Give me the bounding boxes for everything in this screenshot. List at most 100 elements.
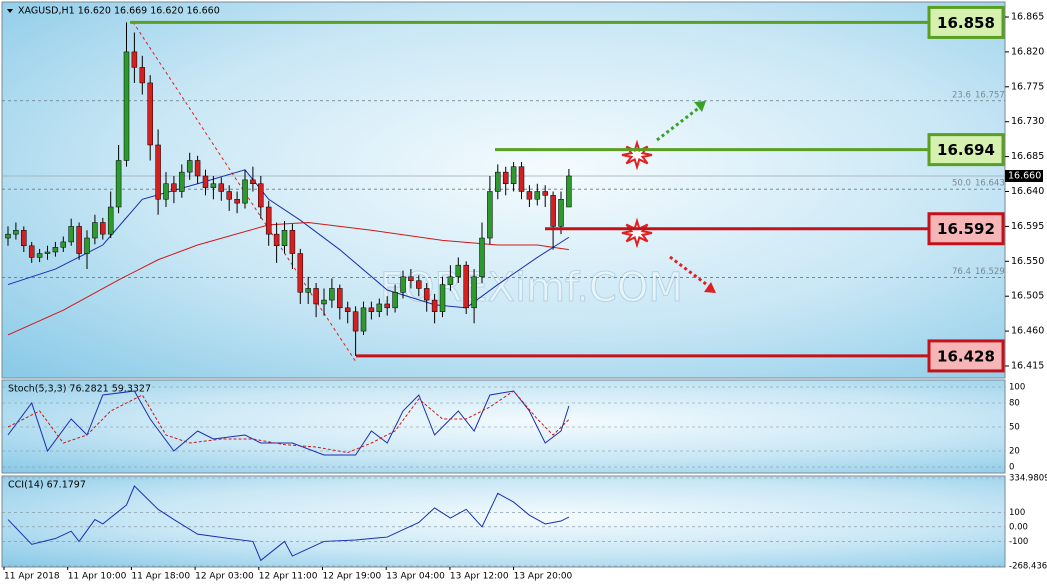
candle-body [92, 222, 98, 239]
candle-body [431, 299, 438, 312]
candle-body [495, 171, 501, 192]
x-tick-label: 11 Apr 18:00 [131, 572, 190, 582]
y-tick-label: 16.505 [1011, 291, 1044, 302]
candle-body [502, 171, 509, 184]
candle-body [289, 230, 296, 254]
x-tick-label: 12 Apr 19:00 [323, 572, 382, 582]
candle-body [558, 199, 564, 227]
x-tick-label: 11 Apr 2018 [4, 572, 60, 582]
burst-icon [621, 217, 653, 249]
x-tick-label: 12 Apr 11:00 [259, 572, 318, 582]
candle-body [234, 199, 240, 204]
y-tick-label: 16.595 [1011, 221, 1044, 232]
candle-body [186, 160, 193, 173]
candle-body [518, 166, 525, 192]
level-label: 16.694 [937, 141, 995, 159]
fib-value: 16.643 [975, 179, 1005, 189]
candle-body [171, 183, 177, 192]
candle-body [566, 175, 572, 208]
level-box [927, 133, 1005, 167]
candle-body [392, 292, 398, 309]
candle-body [52, 247, 59, 253]
candle-body [84, 237, 90, 254]
candle-body [329, 288, 335, 301]
level-label: 16.428 [937, 347, 995, 365]
level-box [927, 212, 1005, 246]
level-box [927, 339, 1005, 373]
up-arrow-head [694, 101, 706, 112]
candle-body [218, 183, 225, 192]
y-tick-label: 50 [1009, 423, 1020, 433]
level-box [927, 5, 1005, 39]
stoch-panel [1, 379, 1006, 474]
candle-body [76, 226, 82, 254]
candle-body [376, 303, 383, 312]
y-tick-label: -268.436 [1009, 562, 1047, 572]
candle-body [542, 191, 548, 196]
candle-body [28, 245, 35, 258]
chart-title: XAGUSD,H1 16.620 16.669 16.620 16.660 [18, 6, 220, 17]
x-tick-label: 13 Apr 12:00 [450, 572, 509, 582]
candle-body [400, 276, 406, 293]
y-tick-label: 16.415 [1011, 361, 1044, 372]
y-tick-label: 16.640 [1011, 186, 1044, 197]
candle-body [313, 288, 319, 305]
y-tick-label: 334.9809 [1009, 474, 1047, 484]
indicator-line [7, 485, 570, 562]
trend-line [132, 21, 357, 363]
candle-body [13, 230, 19, 235]
watermark: FOREXimf.COM [380, 265, 683, 311]
candle-body [455, 264, 462, 278]
candle-body [250, 179, 256, 184]
candle-body [408, 276, 414, 281]
cci-panel [1, 475, 1006, 568]
indicator-line [7, 390, 570, 454]
x-tick-label: 13 Apr 20:00 [514, 572, 573, 582]
fib-ratio: 76.4 [952, 267, 971, 277]
candle-body [423, 288, 430, 301]
level-label: 16.592 [937, 220, 995, 238]
candle-body [487, 191, 493, 239]
current-price-box [1005, 169, 1043, 182]
candle-body [534, 191, 541, 200]
candle-body [321, 299, 327, 305]
candle-body [100, 222, 106, 235]
x-tick-label: 13 Apr 04:00 [386, 572, 445, 582]
fib-ratio: 23.6 [952, 90, 971, 100]
current-price-label: 16.660 [1008, 170, 1041, 181]
candle-body [155, 144, 161, 200]
y-tick-label: 16.550 [1011, 256, 1044, 267]
candle-body [447, 276, 454, 285]
fib-value: 16.757 [975, 90, 1005, 100]
y-tick-label: 0.00 [1009, 522, 1028, 532]
candle-body [60, 241, 67, 248]
candle-body [258, 183, 264, 208]
y-tick-label: 100 [1009, 508, 1025, 518]
candle-body [550, 195, 556, 227]
candle-body [194, 160, 201, 177]
y-tick-label: -100 [1009, 537, 1028, 547]
candle-body [107, 206, 114, 235]
candle-body [210, 183, 217, 188]
candle-body [131, 51, 138, 68]
candle-body [21, 230, 27, 247]
candle-body [226, 191, 232, 200]
candle-body [368, 307, 375, 312]
candle-body [163, 183, 169, 200]
candle-body [36, 253, 43, 258]
y-tick-label: 16.820 [1011, 46, 1044, 57]
candle-body [510, 166, 517, 184]
y-tick-label: 0 [1009, 463, 1014, 473]
candle-body [115, 160, 122, 208]
x-tick-label: 11 Apr 10:00 [68, 572, 127, 582]
y-tick-label: 20 [1009, 447, 1020, 457]
down-arrow-head [704, 282, 716, 293]
moving-average [7, 169, 570, 309]
candle-body [479, 237, 485, 278]
burst-icon [621, 139, 653, 171]
y-tick-label: 80 [1009, 399, 1020, 409]
candle-body [297, 253, 304, 293]
candle-body [281, 230, 288, 247]
candle-body [147, 82, 153, 146]
